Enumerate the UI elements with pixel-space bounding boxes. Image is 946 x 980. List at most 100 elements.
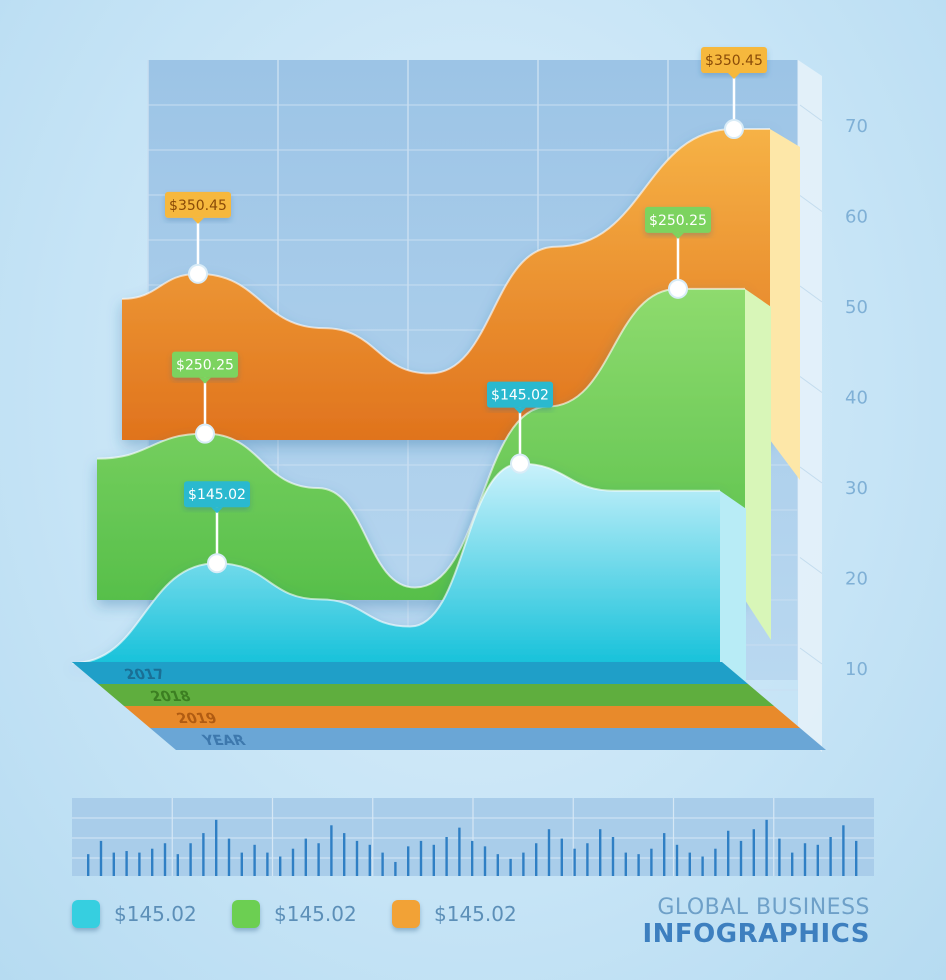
- side-wall-grid: [799, 557, 823, 574]
- brand-title: GLOBAL BUSINESS INFOGRAPHICS: [642, 895, 870, 950]
- callout-box: [645, 206, 711, 233]
- strip-bar: [291, 848, 295, 876]
- strip-bar: [816, 844, 819, 876]
- strip-bar: [611, 837, 615, 876]
- strip-bar: [739, 840, 743, 876]
- strip-bar: [407, 846, 410, 876]
- y-tick-label: 50: [845, 297, 868, 318]
- value-callout-green: $250.25: [645, 206, 711, 299]
- callout-box: [487, 381, 553, 408]
- strip-bar: [432, 844, 435, 876]
- strip-bar: [855, 840, 858, 876]
- strip-bar: [304, 838, 307, 876]
- strip-bar: [355, 840, 359, 876]
- strip-bar: [419, 840, 423, 876]
- strip-bar: [330, 825, 333, 876]
- side-wall-grid: [799, 104, 823, 122]
- side-wall-grid: [799, 376, 823, 393]
- y-tick-label: 40: [845, 388, 868, 409]
- strip-bar: [701, 856, 704, 876]
- callout-box: [184, 481, 250, 508]
- strip-bar: [637, 854, 640, 876]
- strip-bar: [151, 848, 154, 876]
- callout-box: [165, 191, 231, 218]
- strip-bar: [87, 854, 90, 876]
- y-tick-label: 30: [845, 478, 868, 499]
- strip-bar: [688, 852, 691, 876]
- callout-label: $250.25: [649, 213, 707, 229]
- strip-bar: [343, 833, 346, 876]
- value-callout-green: $250.25: [172, 351, 238, 444]
- y-tick-label: 10: [845, 659, 868, 680]
- legend-label-orange: $145.02: [434, 902, 517, 926]
- y-tick-label: 60: [845, 207, 868, 228]
- strip-bar: [675, 844, 679, 876]
- data-point-marker: [188, 263, 208, 284]
- area-layer-cyan: [72, 463, 720, 664]
- area-layer-side-green: [745, 288, 771, 640]
- strip-bar: [560, 838, 563, 876]
- area-layer-side-cyan: [720, 490, 746, 702]
- side-wall-grid: [799, 647, 823, 665]
- strip-bar: [483, 846, 487, 876]
- strip-bar: [266, 852, 269, 876]
- strip-bar: [663, 833, 666, 876]
- axis-side-wall: [798, 60, 822, 752]
- strip-bar: [599, 829, 602, 876]
- strip-bar: [791, 852, 794, 876]
- strip-bar: [778, 838, 781, 876]
- legend-label-cyan: $145.02: [114, 902, 197, 926]
- area-layer-side-orange: [770, 129, 800, 481]
- strip-bar: [138, 852, 141, 876]
- strip-bar: [99, 840, 103, 876]
- value-callout-cyan: $145.02: [184, 481, 250, 574]
- strip-bar: [458, 827, 461, 876]
- strip-bar: [445, 837, 448, 876]
- floor-band-label: YEAR: [200, 733, 248, 748]
- legend-label-green: $145.02: [274, 902, 357, 926]
- callout-pointer: [514, 407, 526, 414]
- floor-band: [124, 706, 800, 728]
- strip-bar: [842, 825, 845, 876]
- side-wall-grid: [799, 285, 823, 303]
- callout-label: $145.02: [188, 487, 246, 503]
- floor-band: [98, 684, 774, 706]
- legend: $145.02 $145.02 $145.02: [72, 900, 552, 928]
- side-wall-grid: [799, 466, 823, 484]
- strip-bar: [496, 854, 499, 876]
- y-axis: 10 20 30 40 50 60 70: [799, 104, 868, 680]
- strip-bar: [522, 852, 525, 876]
- callout-label: $350.45: [705, 53, 763, 69]
- brand-line-1: GLOBAL BUSINESS: [657, 895, 870, 920]
- callout-pointer: [199, 377, 211, 384]
- data-point-marker: [668, 278, 688, 299]
- area-layer-rim-green: [96, 287, 745, 589]
- callout-box: [172, 351, 238, 378]
- strip-bar: [394, 861, 397, 876]
- floor-band-label: 2018: [149, 689, 194, 704]
- strip-bar: [227, 838, 231, 876]
- area-layer-rim-orange: [121, 128, 770, 375]
- callout-pointer: [192, 217, 204, 224]
- value-callout-orange: $350.45: [701, 47, 767, 140]
- strip-bar: [471, 840, 474, 876]
- strip-bar: [535, 843, 538, 876]
- floor-band: [150, 728, 826, 750]
- data-point-marker: [724, 119, 744, 140]
- strip-bar: [189, 843, 192, 876]
- strip-bar: [279, 856, 282, 876]
- legend-swatch-cyan: [72, 900, 100, 928]
- callout-label: $350.45: [169, 198, 227, 214]
- value-callout-orange: $350.45: [165, 191, 231, 284]
- strip-bar: [727, 830, 730, 876]
- strip-bar: [176, 854, 179, 876]
- strip-bar: [547, 829, 551, 876]
- strip-bar: [163, 843, 167, 876]
- y-tick-label: 70: [845, 116, 868, 137]
- brand-line-2: INFOGRAPHICS: [642, 919, 870, 950]
- strip-bar: [803, 843, 807, 876]
- legend-swatch-green: [232, 900, 260, 928]
- floor-band-label: 2019: [175, 711, 220, 726]
- strip-bar: [509, 858, 512, 876]
- strip-bar: [202, 833, 205, 876]
